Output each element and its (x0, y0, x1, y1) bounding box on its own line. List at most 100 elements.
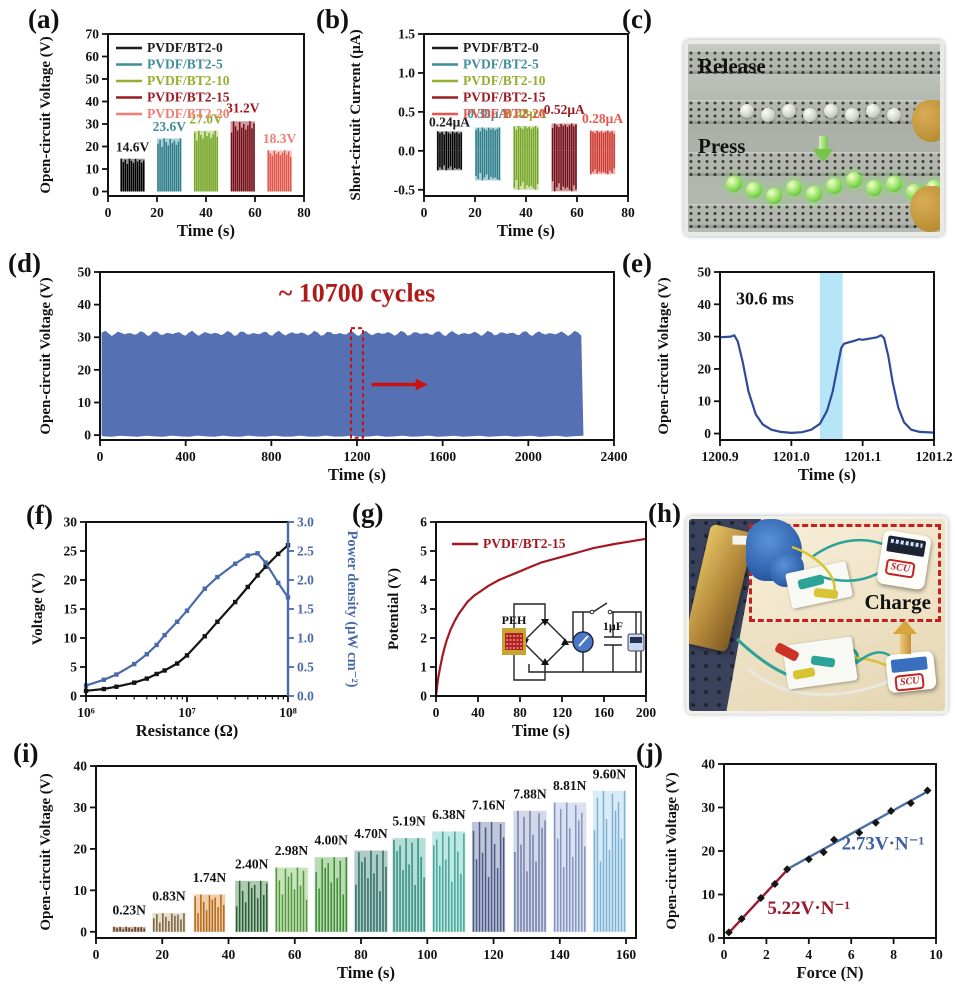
plot-e: 1200.9 1201.0 1201.1 1201.2 0 10 20 30 40 50 Time … (656, 265, 953, 485)
data-point (770, 880, 779, 889)
chart-text: 1μF (603, 619, 623, 633)
chart-text: 100 (417, 947, 438, 962)
chart-text: 20 (86, 139, 100, 154)
led-off (845, 108, 859, 122)
chart-text: 0.0 (297, 689, 314, 704)
chart-text: Voltage (V) (30, 573, 46, 645)
chart-text: 10 (78, 395, 92, 410)
burst-envelope (436, 131, 463, 151)
chart-text: PVDF/BT2-15 (463, 90, 546, 105)
chart-text: 3 (420, 602, 427, 617)
chart-text: 60 (86, 49, 100, 64)
charging-circuit-inset: PEH 1μF (502, 602, 645, 681)
chart-text: 31.2V (226, 100, 260, 115)
chart-text: 70 (86, 27, 100, 42)
chart-text: Open-circuit Voltage (V) (38, 36, 54, 193)
chart-text: Time (s) (337, 963, 395, 982)
chart-text: 30 (74, 800, 88, 815)
chart-response-time: 1200.9 1201.0 1201.1 1201.2 0 10 20 30 40 50 Time … (656, 265, 953, 485)
chart-text: 8 (890, 947, 897, 962)
series-charging-curve (434, 537, 647, 697)
led-on (886, 176, 902, 192)
chart-text: 50 (86, 72, 100, 87)
chart-text: 1600 (429, 449, 456, 464)
data-point (724, 928, 733, 937)
scu-label-top: SCU (884, 558, 917, 579)
chart-text: Open-circuit Voltage (V) (664, 772, 680, 929)
chart-text: 10 (698, 394, 712, 409)
chart-text: 0 (84, 428, 91, 443)
axes-box (95, 765, 637, 939)
led-off (824, 104, 838, 118)
chart-text: 0 (420, 689, 427, 704)
chart-text: 40 (702, 757, 716, 772)
led-on (786, 180, 802, 196)
chart-text: 23.6V (153, 119, 187, 134)
chart-text: 40 (222, 947, 236, 962)
chart-text: 2.5 (297, 544, 314, 559)
chart-text: 10 (74, 883, 88, 898)
press-arrow-head (812, 149, 834, 162)
chart-text: 60 (248, 205, 262, 220)
chart-text: 0 (93, 947, 100, 962)
chart-text: 40 (78, 297, 92, 312)
chart-text: 10⁷ (178, 705, 196, 720)
chart-text: 0 (433, 705, 440, 720)
chart-text: PVDF/BT2-5 (463, 57, 539, 72)
chart-text: 8.81N (553, 778, 587, 793)
chart-text: 20 (150, 205, 164, 220)
led-off (887, 108, 901, 122)
chart-text: Force (N) (796, 963, 863, 982)
panel-b-label: (b) (316, 4, 349, 34)
chart-text: 0.38μA (467, 106, 508, 121)
chart-text: Power density (μW cm⁻²) (344, 530, 360, 687)
chart-text: 1.5 (398, 27, 415, 42)
chart-text: 30 (702, 800, 716, 815)
chart-text: 20 (64, 573, 78, 588)
data-point (923, 786, 932, 795)
chart-text: 0 (97, 449, 104, 464)
chart-text: PVDF/BT2-10 (147, 73, 230, 88)
data-point (871, 818, 880, 827)
panel-g-label: (g) (352, 498, 384, 528)
data-point (756, 893, 765, 902)
finger-blob (912, 100, 940, 142)
chart-text: 10⁸ (279, 705, 297, 720)
plot-j: 0 2 4 6 8 10 0 10 20 30 40 Force (N) Open-circuit Vo… (664, 757, 943, 983)
chart-text: 40 (199, 205, 213, 220)
chart-text: 5.22V·N⁻¹ (767, 898, 850, 919)
chart-durability-cycles: 0 400 800 1200 1600 2000 2400 0 10 20 30 40 50 Time (… (38, 265, 628, 485)
panel-i-label: (i) (13, 738, 39, 768)
response-time-band (819, 272, 843, 440)
chart-text: 50 (78, 265, 92, 280)
fit-line (726, 867, 790, 936)
chart-text: 0.52μA (544, 102, 585, 117)
chart-text: 4.00N (315, 833, 349, 848)
chart-text: 10 (929, 947, 943, 962)
chart-text: 2.40N (235, 856, 269, 871)
chart-voltage-vs-force-bursts: 0.23N 0.83N 1.74N 2.40N 2.98N 4.00N 4.70N 5.19N… (38, 759, 637, 982)
chart-text: 3.0 (297, 515, 314, 530)
scu-label-bottom: SCU (894, 672, 926, 692)
chart-text: 0.83N (152, 889, 186, 904)
chart-text: 0.28μA (582, 111, 623, 126)
series-power-density (85, 552, 289, 687)
chart-text: Open-circuit Voltage (V) (38, 773, 54, 930)
chart-text: 5 (70, 660, 77, 675)
chart-text: 1.74N (193, 870, 227, 885)
chart-text: Time (s) (328, 465, 386, 484)
chart-text: 2 (763, 947, 770, 962)
chart-text: 40 (519, 205, 533, 220)
led-off (866, 104, 880, 118)
led-on (826, 178, 842, 194)
chart-text: 20 (74, 841, 88, 856)
chart-text: 2000 (515, 449, 542, 464)
led-on (846, 172, 862, 188)
chart-text: 27.0V (189, 112, 223, 127)
chart-text: 1200 (344, 449, 371, 464)
burst-envelope (193, 130, 219, 192)
chart-text: 40 (86, 94, 100, 109)
